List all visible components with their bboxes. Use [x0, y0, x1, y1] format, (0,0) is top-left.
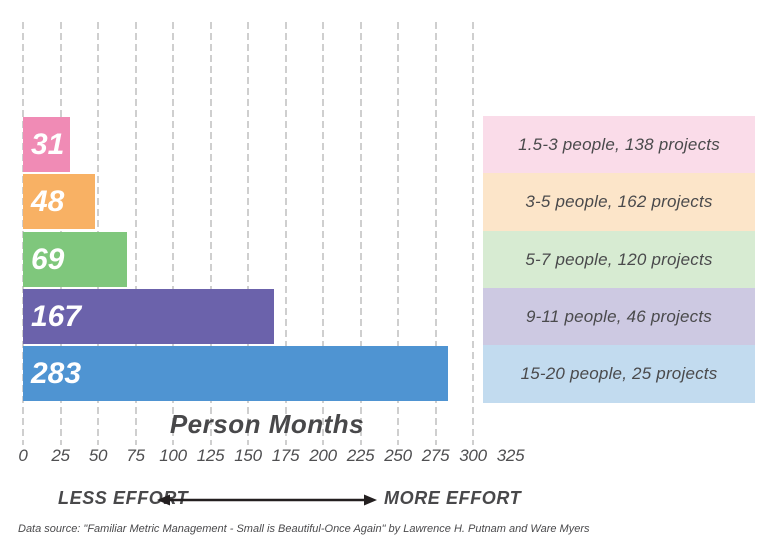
legend-label: 1.5-3 people, 138 projects — [518, 134, 720, 154]
data-source-note: Data source: "Familiar Metric Management… — [18, 523, 590, 535]
bar-value-label: 48 — [31, 184, 65, 218]
bar-value-label: 283 — [31, 356, 82, 390]
x-tick-label: 150 — [234, 446, 262, 465]
gridline — [284, 22, 287, 445]
legend-row: 3-5 people, 162 projects — [483, 173, 755, 231]
x-tick-label: 250 — [384, 446, 412, 465]
legend-label: 15-20 people, 25 projects — [520, 364, 718, 383]
legend-label: 3-5 people, 162 projects — [525, 192, 713, 211]
bar-value-label: 69 — [31, 242, 65, 276]
x-tick-label: 175 — [271, 446, 300, 465]
bar: 283 — [23, 346, 448, 401]
x-tick-label: 125 — [196, 446, 225, 465]
x-tick-label: 75 — [126, 446, 145, 465]
gridline — [359, 22, 362, 445]
bar: 167 — [23, 289, 274, 344]
gridline — [172, 22, 174, 445]
legend-row: 9-11 people, 46 projects — [483, 288, 755, 345]
gridline — [322, 22, 324, 445]
gridline — [209, 22, 212, 445]
legend-row: 15-20 people, 25 projects — [483, 345, 755, 403]
gridline — [134, 22, 137, 445]
x-axis-title: Person Months — [169, 409, 365, 439]
gridline — [247, 22, 249, 445]
x-tick-label: 275 — [421, 446, 450, 465]
bar: 31 — [23, 117, 70, 172]
x-tick-label: 100 — [159, 446, 187, 465]
x-tick-label: 325 — [496, 446, 525, 465]
bar-value-label: 31 — [31, 127, 65, 161]
legend-row: 1.5-3 people, 138 projects — [483, 116, 755, 173]
bar: 69 — [23, 232, 127, 287]
x-tick-label: 25 — [51, 446, 70, 465]
bar-value-label: 167 — [31, 299, 82, 333]
legend-row: 5-7 people, 120 projects — [483, 231, 755, 288]
x-tick-label: 0 — [18, 446, 28, 465]
more-effort-label: MORE EFFORT — [384, 488, 522, 508]
x-tick-label: 225 — [346, 446, 375, 465]
bar: 48 — [23, 174, 95, 229]
x-tick-label: 200 — [309, 446, 337, 465]
double-arrow-icon — [157, 494, 377, 506]
legend-label: 5-7 people, 120 projects — [525, 249, 713, 269]
x-tick-label: 50 — [88, 446, 108, 465]
gridline — [472, 22, 474, 445]
x-tick-label: 300 — [459, 446, 487, 465]
gridline — [434, 22, 437, 445]
gridline — [397, 22, 399, 445]
less-effort-label: LESS EFFORT — [58, 488, 189, 508]
legend-label: 9-11 people, 46 projects — [526, 306, 712, 326]
